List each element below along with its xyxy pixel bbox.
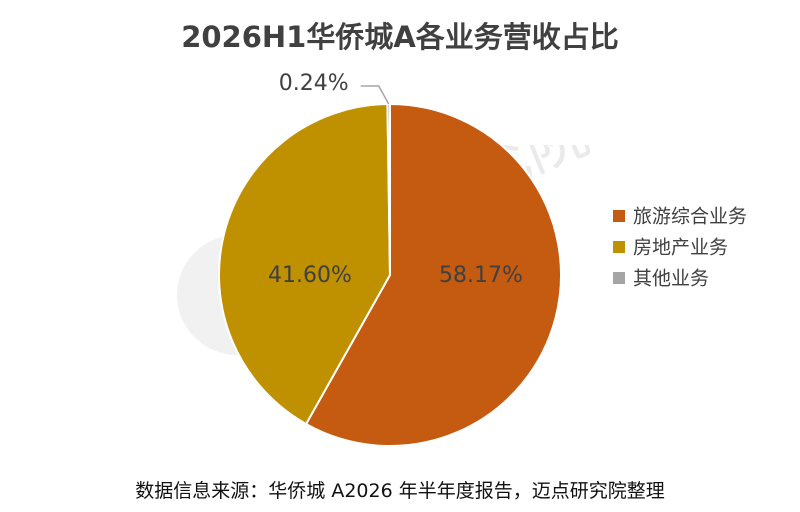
legend-swatch — [613, 272, 625, 284]
data-label: 41.60% — [268, 263, 352, 288]
legend-label: 旅游综合业务 — [633, 206, 747, 228]
slice-real-estate — [217, 103, 392, 426]
legend-swatch — [613, 210, 625, 222]
data-source-note: 数据信息来源：华侨城 A2026 年半年度报告，迈点研究院整理 — [135, 480, 665, 502]
legend-label: 其他业务 — [633, 268, 709, 290]
slice-tourism — [304, 102, 562, 447]
data-label: 58.17% — [439, 263, 523, 288]
legend-label: 房地产业务 — [633, 237, 728, 259]
chart-title: 2026H1华侨城A各业务营收占比 — [181, 20, 619, 54]
leader-line — [360, 85, 390, 105]
data-label: 0.24% — [279, 71, 349, 96]
legend-swatch — [613, 241, 625, 253]
